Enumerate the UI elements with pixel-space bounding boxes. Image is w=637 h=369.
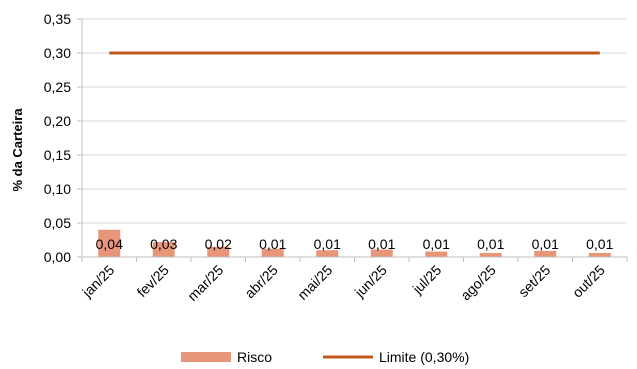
bar <box>261 248 284 257</box>
x-tick-label: mar/25 <box>184 262 226 304</box>
bar <box>479 252 502 257</box>
legend-label-limite: Limite (0,30%) <box>379 349 469 365</box>
data-label: 0,01 <box>532 236 559 252</box>
bar <box>588 252 611 257</box>
bar <box>534 250 557 257</box>
x-tick-label: jun/25 <box>351 262 390 301</box>
data-label: 0,01 <box>586 236 613 252</box>
data-labels: 0,04 0,03 0,02 0,01 0,01 0,01 0,01 0,01 0,01 0,01 <box>96 236 614 252</box>
data-label: 0,01 <box>314 236 341 252</box>
data-label: 0,01 <box>368 236 395 252</box>
x-tick-label: jan/25 <box>78 262 117 301</box>
data-label: 0,02 <box>205 236 232 252</box>
legend: Risco Limite (0,30%) <box>181 349 469 365</box>
bar <box>316 250 339 257</box>
y-tick-label: 0,30 <box>44 45 71 61</box>
y-axis-label: % da Carteira <box>10 108 25 192</box>
bar <box>370 249 393 257</box>
grid-lines <box>77 18 628 262</box>
x-tick-label: ago/25 <box>457 262 499 304</box>
data-label: 0,04 <box>96 236 123 252</box>
data-label: 0,01 <box>259 236 286 252</box>
bar <box>98 229 121 257</box>
y-tick-label: 0,35 <box>44 11 71 27</box>
x-tick-label: mai/25 <box>294 262 335 303</box>
bar-series <box>98 229 611 257</box>
legend-swatch-risco <box>181 352 231 362</box>
bar <box>425 251 448 257</box>
y-tick-label: 0,05 <box>44 215 71 231</box>
x-tick-label: abr/25 <box>241 262 281 302</box>
y-tick-label: 0,00 <box>44 249 71 265</box>
x-tick-label: jul/25 <box>409 262 445 298</box>
bar <box>207 246 230 257</box>
legend-label-risco: Risco <box>237 349 272 365</box>
data-label: 0,01 <box>477 236 504 252</box>
y-tick-labels: 0,00 0,05 0,10 0,15 0,20 0,25 0,30 0,35 <box>44 11 71 265</box>
x-tick-label: fev/25 <box>134 262 172 300</box>
x-tick-label: set/25 <box>515 262 553 300</box>
y-tick-label: 0,15 <box>44 147 71 163</box>
data-label: 0,01 <box>423 236 450 252</box>
x-tick-label: out/25 <box>569 262 608 301</box>
y-tick-label: 0,25 <box>44 79 71 95</box>
x-tick-labels: jan/25 fev/25 mar/25 abr/25 mai/25 jun/25 jul/… <box>78 262 608 304</box>
y-tick-label: 0,10 <box>44 181 71 197</box>
data-label: 0,03 <box>150 236 177 252</box>
y-tick-label: 0,20 <box>44 113 71 129</box>
bar <box>152 242 175 257</box>
